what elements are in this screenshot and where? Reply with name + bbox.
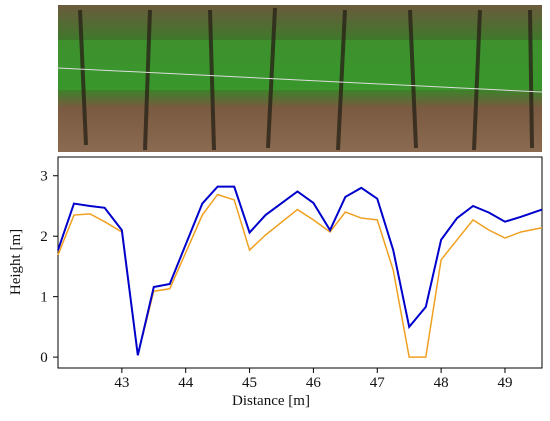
x-tick-label: 47 (370, 375, 386, 391)
x-tick-label: 48 (434, 375, 449, 391)
x-tick-label: 49 (497, 375, 512, 391)
height-line (57, 185, 543, 356)
x-tick-label: 46 (306, 375, 322, 391)
x-tick-label: 45 (242, 375, 257, 391)
y-axis-label: Height [m] (8, 229, 24, 295)
y-tick-label: 2 (40, 229, 48, 245)
height-line (57, 193, 543, 358)
plot-area: 43 44 45 46 47 48 49 0 1 2 3 (40, 169, 543, 391)
plot-frame (57, 156, 543, 369)
y-tick-label: 0 (40, 350, 48, 366)
orchard-photo (57, 5, 543, 152)
x-tick-label: 44 (178, 375, 194, 391)
y-tick-label: 1 (40, 290, 48, 306)
x-axis-label: Distance [m] (232, 393, 310, 409)
y-tick-label: 3 (40, 169, 48, 185)
x-tick-label: 43 (114, 375, 129, 391)
